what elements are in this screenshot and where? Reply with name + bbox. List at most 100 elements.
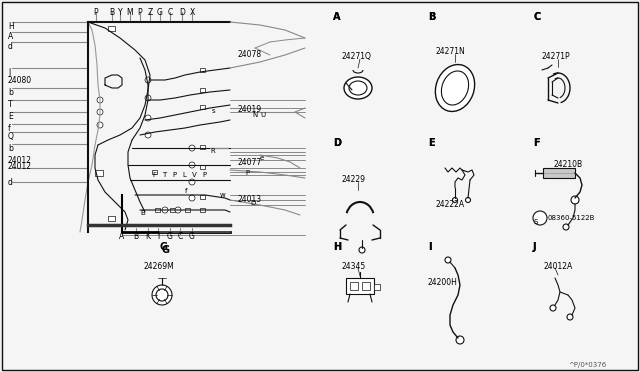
- Circle shape: [156, 289, 168, 301]
- Text: G: G: [162, 245, 170, 255]
- Bar: [95, 170, 103, 176]
- Text: U: U: [260, 112, 265, 118]
- Circle shape: [567, 314, 573, 320]
- Circle shape: [175, 207, 181, 213]
- Text: H: H: [333, 242, 341, 252]
- Text: M: M: [127, 8, 133, 17]
- Circle shape: [145, 115, 151, 121]
- Text: L: L: [182, 172, 186, 178]
- Circle shape: [145, 95, 151, 101]
- Text: b: b: [8, 88, 13, 97]
- Text: J: J: [533, 242, 536, 252]
- Text: 24229: 24229: [342, 175, 366, 184]
- Bar: [170, 208, 175, 212]
- Text: s: s: [212, 108, 216, 114]
- Text: B: B: [109, 8, 115, 17]
- Bar: [185, 208, 190, 212]
- Text: P: P: [172, 172, 176, 178]
- Ellipse shape: [349, 81, 367, 95]
- Ellipse shape: [344, 77, 372, 99]
- Text: K: K: [145, 232, 150, 241]
- Bar: [346, 278, 374, 294]
- Text: 24345: 24345: [342, 262, 366, 271]
- Bar: [374, 284, 380, 290]
- Circle shape: [445, 257, 451, 263]
- Text: G: G: [189, 232, 195, 241]
- Circle shape: [145, 132, 151, 138]
- Circle shape: [152, 285, 172, 305]
- Circle shape: [563, 224, 569, 230]
- Text: F: F: [152, 172, 156, 178]
- Text: A: A: [8, 32, 13, 41]
- Text: B: B: [428, 12, 435, 22]
- Text: D: D: [179, 8, 185, 17]
- Text: f: f: [8, 124, 11, 133]
- Text: A: A: [333, 12, 340, 22]
- Text: X: X: [189, 8, 195, 17]
- Text: 24080: 24080: [8, 76, 32, 85]
- Circle shape: [162, 207, 168, 213]
- Text: ^P/0*0376: ^P/0*0376: [568, 362, 606, 368]
- Circle shape: [550, 305, 556, 311]
- Text: 24013: 24013: [238, 195, 262, 204]
- Text: C: C: [168, 8, 173, 17]
- Text: F: F: [533, 138, 540, 148]
- Text: D: D: [333, 138, 341, 148]
- Circle shape: [189, 179, 195, 185]
- Circle shape: [189, 162, 195, 168]
- Text: F: F: [533, 138, 540, 148]
- Text: B: B: [140, 210, 145, 216]
- Text: J: J: [8, 68, 10, 77]
- Ellipse shape: [435, 64, 475, 112]
- Circle shape: [97, 109, 103, 115]
- Text: 24077: 24077: [238, 158, 262, 167]
- Bar: [108, 216, 115, 221]
- Text: P: P: [93, 8, 99, 17]
- Text: 24271N: 24271N: [435, 47, 465, 56]
- Circle shape: [465, 198, 470, 202]
- Text: f: f: [185, 188, 188, 194]
- Text: B: B: [428, 12, 435, 22]
- Text: D: D: [333, 138, 341, 148]
- Text: R: R: [210, 148, 215, 154]
- Bar: [362, 282, 370, 290]
- Circle shape: [97, 97, 103, 103]
- Text: P: P: [245, 170, 249, 176]
- Bar: [350, 282, 358, 290]
- Text: I: I: [428, 242, 431, 252]
- Bar: [200, 68, 205, 72]
- Text: C: C: [533, 12, 540, 22]
- Ellipse shape: [442, 71, 468, 105]
- Text: H: H: [333, 242, 341, 252]
- Text: 24012: 24012: [8, 156, 32, 165]
- Text: Z: Z: [147, 8, 152, 17]
- Bar: [543, 168, 575, 178]
- Text: I: I: [157, 232, 159, 241]
- Text: B: B: [133, 232, 139, 241]
- Text: A: A: [333, 12, 340, 22]
- Text: d: d: [8, 178, 13, 187]
- Circle shape: [189, 195, 195, 201]
- Text: 24012A: 24012A: [543, 262, 572, 271]
- Text: 24012: 24012: [8, 162, 32, 171]
- Circle shape: [452, 198, 458, 202]
- Circle shape: [571, 196, 579, 204]
- Text: G: G: [157, 8, 163, 17]
- Circle shape: [189, 145, 195, 151]
- Bar: [200, 165, 205, 169]
- Text: E: E: [428, 138, 435, 148]
- Text: P: P: [202, 172, 206, 178]
- Text: 24269M: 24269M: [144, 262, 175, 271]
- Text: 24019: 24019: [238, 105, 262, 114]
- Bar: [200, 88, 205, 92]
- Text: w: w: [220, 192, 226, 198]
- Bar: [108, 26, 115, 31]
- Text: S: S: [534, 219, 538, 225]
- Text: E: E: [428, 138, 435, 148]
- Bar: [200, 208, 205, 212]
- Text: J: J: [533, 242, 536, 252]
- Text: T: T: [8, 100, 13, 109]
- Bar: [155, 208, 160, 212]
- Bar: [152, 170, 157, 174]
- Circle shape: [456, 336, 464, 344]
